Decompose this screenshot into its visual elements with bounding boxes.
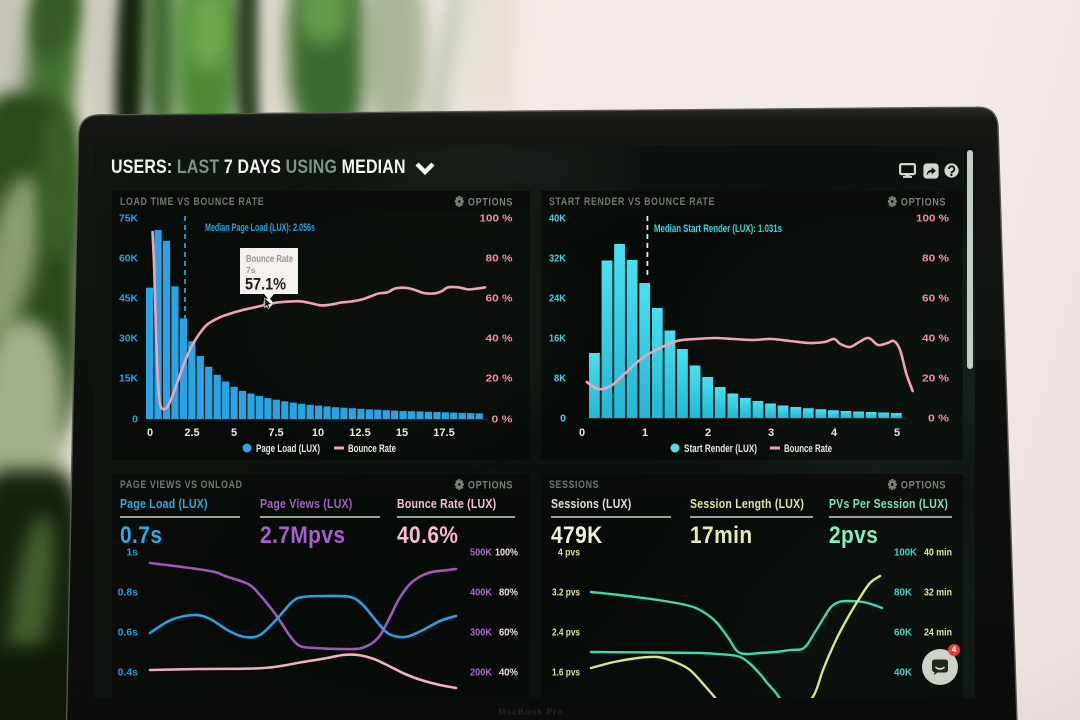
svg-text:15: 15	[396, 427, 408, 439]
svg-text:5: 5	[231, 427, 237, 439]
svg-text:200K: 200K	[470, 667, 492, 679]
svg-text:40 %: 40 %	[922, 333, 950, 345]
svg-text:2: 2	[705, 427, 711, 439]
svg-text:60 %: 60 %	[922, 293, 950, 305]
svg-text:2.4 pvs: 2.4 pvs	[552, 627, 580, 639]
svg-text:24 min: 24 min	[924, 627, 952, 639]
svg-text:0.8s: 0.8s	[118, 587, 139, 599]
svg-text:40 %: 40 %	[486, 333, 514, 345]
svg-text:0: 0	[579, 427, 585, 439]
svg-text:0 %: 0 %	[492, 414, 514, 426]
svg-text:24K: 24K	[549, 293, 566, 305]
svg-text:100 %: 100 %	[916, 213, 950, 225]
svg-text:Bounce Rate: Bounce Rate	[784, 443, 832, 455]
svg-text:100 %: 100 %	[480, 213, 514, 225]
svg-text:15K: 15K	[119, 373, 138, 385]
svg-text:32K: 32K	[549, 253, 566, 265]
svg-text:20 %: 20 %	[486, 373, 514, 385]
svg-text:4 pvs: 4 pvs	[558, 547, 580, 559]
svg-text:Bounce Rate: Bounce Rate	[348, 443, 396, 455]
svg-text:3: 3	[768, 427, 774, 439]
svg-text:Page Load (LUX): Page Load (LUX)	[256, 443, 320, 455]
svg-text:80 %: 80 %	[486, 253, 514, 265]
svg-text:1: 1	[642, 427, 648, 439]
svg-text:60K: 60K	[119, 253, 138, 265]
svg-text:17.5: 17.5	[433, 427, 454, 439]
svg-text:7.5: 7.5	[268, 427, 283, 439]
svg-text:40K: 40K	[549, 213, 566, 225]
svg-text:16K: 16K	[549, 333, 566, 345]
svg-text:10: 10	[312, 427, 324, 439]
svg-text:8K: 8K	[554, 373, 566, 385]
svg-text:5: 5	[894, 427, 900, 439]
svg-text:Median Start Render (LUX): 1.0: Median Start Render (LUX): 1.031s	[654, 223, 782, 235]
svg-text:12.5: 12.5	[349, 427, 370, 439]
svg-text:300K: 300K	[470, 627, 492, 639]
svg-text:45K: 45K	[119, 293, 138, 305]
svg-text:0: 0	[560, 413, 566, 425]
svg-text:1s: 1s	[126, 547, 138, 559]
svg-text:0.4s: 0.4s	[118, 667, 139, 679]
svg-text:2.5: 2.5	[184, 427, 199, 439]
svg-text:80 %: 80 %	[922, 253, 950, 265]
svg-text:60 %: 60 %	[486, 293, 514, 305]
svg-text:80%: 80%	[499, 587, 519, 599]
svg-text:4: 4	[831, 427, 838, 439]
svg-text:0: 0	[132, 414, 138, 426]
svg-text:500K: 500K	[470, 547, 492, 559]
svg-text:3.2 pvs: 3.2 pvs	[552, 587, 580, 599]
svg-text:32 min: 32 min	[924, 587, 952, 599]
svg-text:400K: 400K	[470, 587, 492, 599]
svg-text:80K: 80K	[894, 587, 912, 599]
svg-text:Median Page Load (LUX): 2.056s: Median Page Load (LUX): 2.056s	[205, 222, 315, 234]
svg-text:40 min: 40 min	[924, 547, 952, 559]
svg-text:0.6s: 0.6s	[118, 627, 139, 639]
svg-text:Start Render (LUX): Start Render (LUX)	[684, 443, 757, 455]
svg-text:40%: 40%	[499, 667, 519, 679]
svg-text:60%: 60%	[499, 627, 519, 639]
svg-text:0: 0	[147, 427, 153, 439]
svg-text:1.6 pvs: 1.6 pvs	[552, 667, 580, 679]
svg-text:100K: 100K	[894, 547, 917, 559]
svg-text:100%: 100%	[495, 547, 519, 559]
svg-text:20 %: 20 %	[922, 373, 950, 385]
svg-text:Bounce Rate: Bounce Rate	[246, 254, 293, 265]
svg-text:0 %: 0 %	[928, 413, 950, 425]
svg-text:57.1%: 57.1%	[245, 276, 286, 294]
svg-text:MacBook Pro: MacBook Pro	[498, 707, 563, 717]
svg-text:30K: 30K	[119, 333, 138, 345]
svg-text:40K: 40K	[894, 667, 912, 679]
svg-text:7s: 7s	[246, 265, 256, 275]
svg-text:75K: 75K	[119, 213, 138, 225]
svg-text:60K: 60K	[894, 627, 912, 639]
